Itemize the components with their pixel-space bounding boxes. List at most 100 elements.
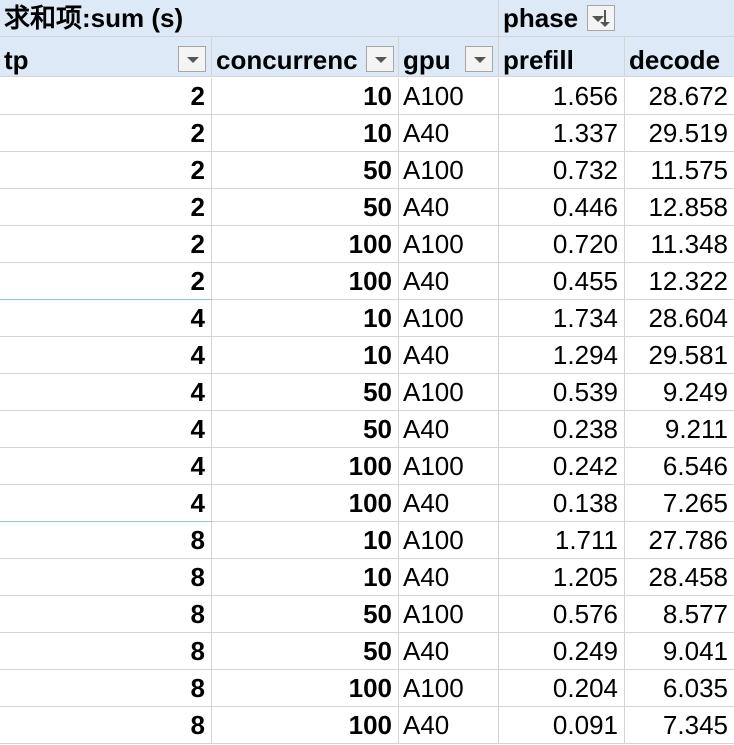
cell-tp[interactable]: 2 [0,115,212,151]
cell-concurrency[interactable]: 10 [212,337,399,373]
column-field-label-phase[interactable]: phase [499,0,734,36]
cell-prefill[interactable]: 0.091 [499,707,625,743]
concurrency-filter-dropdown-icon[interactable] [366,46,394,72]
tp-filter-dropdown-icon[interactable] [178,46,206,72]
cell-gpu[interactable]: A100 [399,596,499,632]
cell-decode[interactable]: 9.041 [662,636,728,666]
cell-prefill[interactable]: 1.656 [499,78,625,114]
cell-gpu[interactable]: A100 [399,152,499,188]
cell-prefill[interactable]: 0.242 [499,448,625,484]
cell-prefill[interactable]: 1.711 [499,522,625,558]
cell-tp[interactable]: 4 [0,448,212,484]
cell-decode[interactable]: 7.265 [662,488,728,518]
cell-gpu[interactable]: A40 [399,115,499,151]
cell-gpu[interactable]: A40 [399,559,499,595]
cell-prefill[interactable]: 0.446 [499,189,625,225]
cell-tp[interactable]: 4 [0,300,212,336]
cell-tp[interactable]: 8 [0,522,212,558]
cell-gpu[interactable]: A40 [399,189,499,225]
cell-gpu[interactable]: A40 [399,337,499,373]
cell-prefill[interactable]: 1.337 [499,115,625,151]
cell-gpu[interactable]: A100 [399,670,499,706]
cell-concurrency[interactable]: 10 [212,300,399,336]
cell-prefill[interactable]: 0.576 [499,596,625,632]
cell-tp[interactable]: 8 [0,596,212,632]
cell-gpu[interactable]: A100 [399,226,499,262]
cell-gpu[interactable]: A40 [399,485,499,521]
row-field-header-gpu[interactable]: gpu [399,37,499,77]
cell-tp[interactable]: 2 [0,189,212,225]
cell-tp[interactable]: 8 [0,670,212,706]
cell-decode[interactable]: 6.035 [662,673,728,703]
cell-tp[interactable]: 4 [0,337,212,373]
row-field-header-concurrency[interactable]: concurrenc [212,37,399,77]
cell-decode[interactable]: 28.672 [648,81,728,111]
cell-concurrency[interactable]: 50 [212,374,399,410]
cell-concurrency[interactable]: 10 [212,559,399,595]
cell-tp[interactable]: 8 [0,633,212,669]
cell-gpu[interactable]: A40 [399,263,499,299]
row-field-header-tp[interactable]: tp [0,37,212,77]
cell-gpu[interactable]: A100 [399,78,499,114]
cell-gpu[interactable]: A40 [399,707,499,743]
cell-tp[interactable]: 4 [0,411,212,447]
cell-tp[interactable]: 4 [0,374,212,410]
cell-gpu[interactable]: A100 [399,522,499,558]
cell-concurrency[interactable]: 10 [212,522,399,558]
cell-concurrency[interactable]: 100 [212,485,399,521]
cell-gpu[interactable]: A100 [399,300,499,336]
cell-prefill[interactable]: 0.204 [499,670,625,706]
cell-prefill[interactable]: 0.138 [499,485,625,521]
cell-prefill[interactable]: 0.455 [499,263,625,299]
pivot-value-field-title[interactable]: 求和项:sum (s) [4,3,184,33]
cell-decode[interactable]: 8.577 [662,599,728,629]
cell-prefill[interactable]: 0.720 [499,226,625,262]
cell-gpu[interactable]: A100 [399,374,499,410]
cell-concurrency[interactable]: 50 [212,152,399,188]
column-header-prefill[interactable]: prefill [499,37,625,77]
cell-gpu[interactable]: A100 [399,448,499,484]
cell-concurrency[interactable]: 50 [212,633,399,669]
cell-tp[interactable]: 2 [0,78,212,114]
cell-decode[interactable]: 27.786 [648,525,728,555]
cell-tp[interactable]: 2 [0,263,212,299]
cell-decode[interactable]: 29.581 [648,340,728,370]
cell-concurrency[interactable]: 100 [212,263,399,299]
cell-decode[interactable]: 11.348 [650,229,728,259]
cell-decode[interactable]: 6.546 [662,451,728,481]
cell-decode[interactable]: 12.858 [648,192,728,222]
cell-decode[interactable]: 11.575 [650,155,728,185]
cell-tp[interactable]: 2 [0,226,212,262]
cell-tp[interactable]: 8 [0,559,212,595]
cell-concurrency[interactable]: 50 [212,411,399,447]
cell-prefill[interactable]: 1.205 [499,559,625,595]
cell-concurrency[interactable]: 100 [212,226,399,262]
cell-concurrency[interactable]: 100 [212,448,399,484]
cell-prefill[interactable]: 0.238 [499,411,625,447]
cell-decode[interactable]: 28.604 [648,303,728,333]
cell-decode[interactable]: 7.345 [662,710,728,740]
cell-tp[interactable]: 2 [0,152,212,188]
cell-concurrency[interactable]: 10 [212,115,399,151]
cell-concurrency[interactable]: 50 [212,596,399,632]
cell-gpu[interactable]: A40 [399,633,499,669]
cell-decode[interactable]: 29.519 [648,118,728,148]
cell-tp[interactable]: 8 [0,707,212,743]
column-header-decode[interactable]: decode [629,45,721,75]
sort-descending-filter-icon[interactable] [587,5,615,31]
cell-prefill[interactable]: 0.732 [499,152,625,188]
cell-prefill[interactable]: 0.539 [499,374,625,410]
cell-decode[interactable]: 12.322 [648,266,728,296]
cell-concurrency[interactable]: 50 [212,189,399,225]
gpu-filter-dropdown-icon[interactable] [465,46,493,72]
cell-concurrency[interactable]: 100 [212,670,399,706]
cell-decode[interactable]: 9.211 [664,414,728,444]
cell-tp[interactable]: 4 [0,485,212,521]
cell-gpu[interactable]: A40 [399,411,499,447]
cell-prefill[interactable]: 1.294 [499,337,625,373]
cell-prefill[interactable]: 1.734 [499,300,625,336]
cell-concurrency[interactable]: 100 [212,707,399,743]
cell-decode[interactable]: 9.249 [662,377,728,407]
cell-concurrency[interactable]: 10 [212,78,399,114]
cell-prefill[interactable]: 0.249 [499,633,625,669]
